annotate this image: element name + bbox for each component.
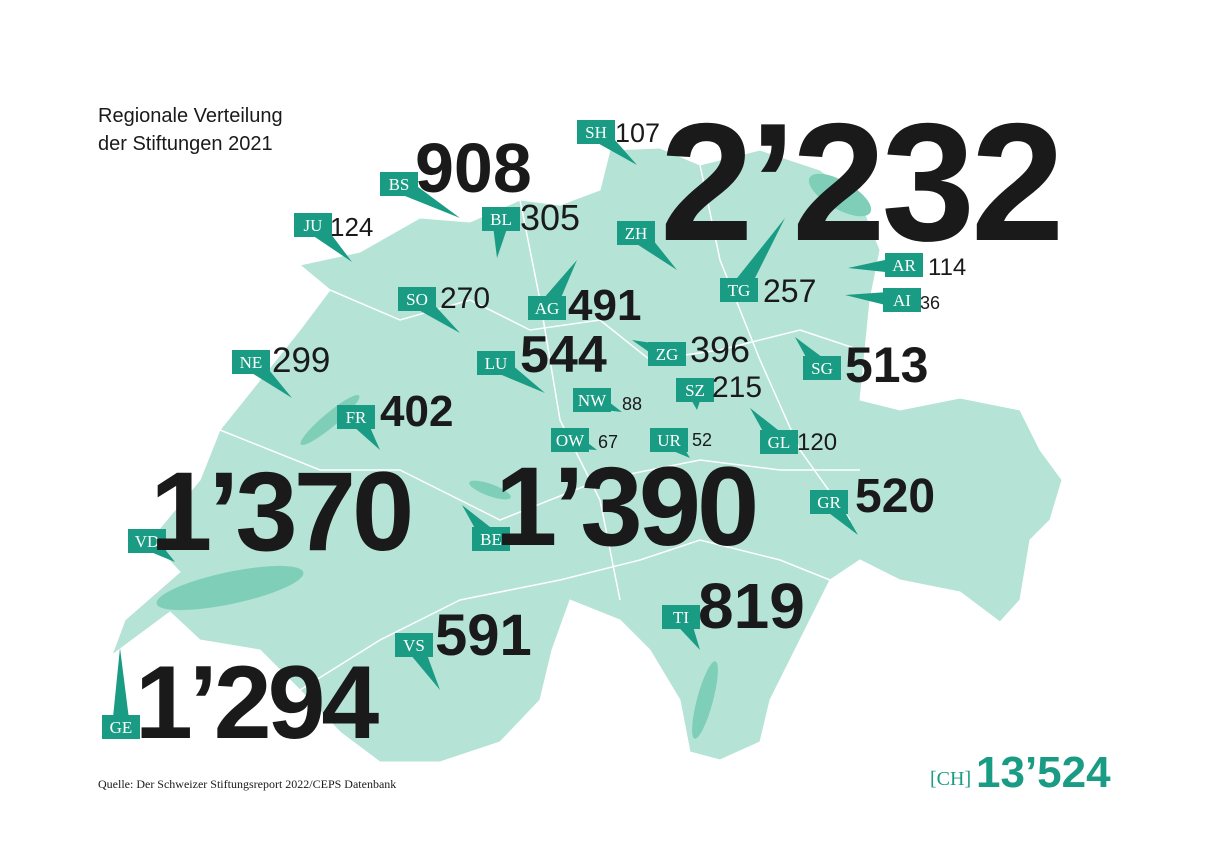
canton-tag: [294, 213, 332, 237]
canton-code: NE: [240, 353, 263, 372]
canton-tag: [676, 378, 714, 402]
source: Quelle: Der Schweizer Stiftungsreport 20…: [98, 777, 396, 791]
canton-value: 270: [440, 282, 490, 315]
lake: [692, 661, 718, 739]
border: [299, 539, 831, 691]
canton-code: AI: [893, 291, 911, 310]
canton-tag: [551, 428, 589, 452]
canton-value: 908: [415, 129, 532, 207]
lake: [808, 173, 872, 217]
canton-tag: [128, 529, 166, 553]
canton-tag: [803, 356, 841, 380]
canton-tag: [398, 287, 436, 311]
border: [699, 164, 851, 521]
canton-code: BL: [490, 210, 512, 229]
canton-value: 299: [272, 341, 330, 380]
canton-tag: [528, 296, 566, 320]
canton-value: 36: [920, 293, 940, 313]
canton-value: 114: [928, 254, 966, 281]
canton-code: GR: [817, 493, 841, 512]
canton-code: VD: [135, 532, 160, 551]
canton-code: ZG: [656, 345, 679, 364]
canton-value: 591: [435, 603, 532, 668]
canton-labels: SH 107 ZH 2’232 BS 908 BL 305 JU 124 AG 491 TG 257 AR 1…: [102, 88, 1064, 761]
border: [219, 429, 860, 521]
canton-code: NW: [578, 391, 607, 410]
canton-code: AG: [535, 299, 560, 318]
canton-value: 819: [698, 570, 805, 642]
canton-tag: [885, 253, 923, 277]
canton-value: 544: [520, 326, 607, 384]
canton-tag: [720, 278, 758, 302]
canton-tag: [482, 207, 520, 231]
total-value: 13’524: [976, 748, 1111, 797]
canton-code: AR: [892, 256, 916, 275]
canton-value: 257: [763, 273, 816, 309]
canton-code: BE: [480, 530, 502, 549]
canton-value: 1’390: [495, 444, 755, 569]
canton-tag: [573, 388, 611, 412]
pointer: [112, 648, 130, 728]
lake: [156, 565, 304, 611]
canton-value: 513: [845, 337, 928, 393]
canton-code: SG: [811, 359, 833, 378]
canton-value: 88: [622, 394, 642, 414]
canton-value: 52: [692, 430, 712, 450]
total-label: [CH]: [930, 768, 971, 790]
canton-code: SZ: [685, 381, 705, 400]
canton-tag: [337, 405, 375, 429]
canton-tag: [760, 430, 798, 454]
canton-code: GE: [110, 718, 133, 737]
lake: [469, 480, 511, 500]
canton-tag: [662, 605, 700, 629]
canton-tag: [648, 342, 686, 366]
canton-tag: [883, 288, 921, 312]
canton-value: 67: [598, 432, 618, 452]
canton-code: ZH: [625, 224, 648, 243]
canton-value: 215: [712, 371, 762, 404]
canton-tag: [477, 351, 515, 375]
canton-tag: [232, 350, 270, 374]
canton-value: 305: [520, 197, 580, 238]
canton-value: 402: [380, 387, 453, 436]
canton-tag: [395, 633, 433, 657]
canton-tag: [380, 172, 418, 196]
canton-code: LU: [485, 354, 508, 373]
canton-code: GL: [768, 433, 791, 452]
title: Regionale Verteilung: [98, 105, 283, 127]
canton-code: FR: [346, 408, 367, 427]
map: [110, 147, 1063, 763]
canton-code: SO: [406, 290, 428, 309]
canton-code: BS: [389, 175, 410, 194]
canton-code: OW: [556, 431, 585, 450]
canton-value: 2’232: [660, 88, 1060, 276]
title: der Stiftungen 2021: [98, 133, 273, 155]
canton-code: JU: [304, 216, 323, 235]
canton-value: 396: [690, 329, 750, 370]
canton-value: 107: [615, 118, 660, 148]
canton-value: 120: [797, 429, 837, 456]
canton-tag: [617, 221, 655, 245]
canton-tag: [810, 490, 848, 514]
canton-value: 491: [568, 281, 641, 330]
border: [329, 289, 861, 361]
canton-tag: [650, 428, 688, 452]
canton-code: TG: [728, 281, 751, 300]
canton-tag: [102, 715, 140, 739]
canton-code: UR: [657, 431, 681, 450]
pointer: [731, 218, 785, 295]
canton-tag: [472, 527, 510, 551]
canton-code: VS: [403, 636, 425, 655]
canton-code: SH: [585, 123, 607, 142]
canton-value: 1’294: [135, 645, 379, 761]
canton-value: 124: [330, 212, 373, 242]
canton-value: 1’370: [150, 449, 410, 574]
canton-code: TI: [673, 608, 689, 627]
border: [519, 199, 621, 601]
canton-value: 520: [855, 470, 935, 523]
switzerland-outline: [110, 147, 1063, 763]
canton-tag: [577, 120, 615, 144]
